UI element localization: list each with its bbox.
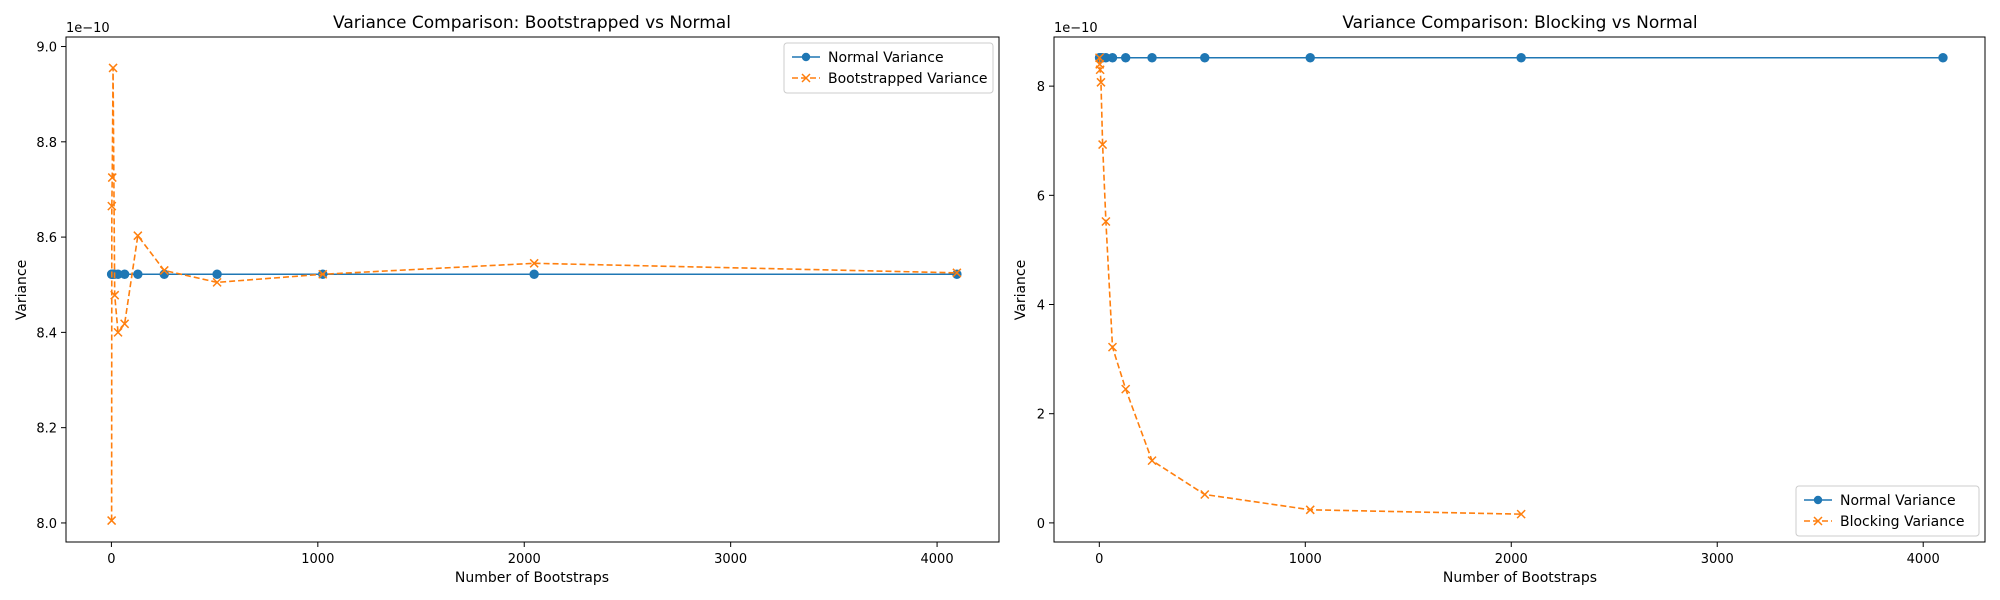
y-tick-label: 8.2 <box>36 422 57 437</box>
data-point <box>1305 53 1315 63</box>
data-point <box>1147 456 1157 466</box>
data-point <box>1095 65 1105 75</box>
legend-box <box>1795 485 1980 537</box>
legend-label: Bootstrapped Variance <box>828 71 988 87</box>
data-point <box>529 258 539 268</box>
data-point <box>1516 509 1526 519</box>
data-point <box>1200 53 1210 63</box>
data-point <box>1305 505 1315 515</box>
data-point <box>952 269 962 279</box>
x-tick-label: 2000 <box>508 552 541 567</box>
data-point <box>119 269 130 279</box>
chart-right-frame <box>1053 36 1986 543</box>
data-point <box>107 516 117 526</box>
x-tick-label: 0 <box>107 552 115 567</box>
y-tick-label: 8 <box>1037 80 1045 95</box>
chart-left-axes: 0 1000 2000 3000 4000 8.0 8.2 8.4 8.6 8.8 9.0 <box>36 36 1000 567</box>
data-point <box>1200 489 1210 500</box>
data-point <box>529 269 539 279</box>
legend-entry: Normal Variance <box>792 50 944 66</box>
y-tick-label: 8.0 <box>36 517 57 532</box>
chart-right-axes: 0 1000 2000 3000 4000 0 2 4 6 8 <box>1037 36 1986 567</box>
y-tick-label: 8.4 <box>36 326 57 341</box>
y-tick-label: 9.0 <box>36 41 57 56</box>
chart-left: Variance Comparison: Bootstrapped vs Nor… <box>14 13 1000 586</box>
data-point <box>107 173 117 183</box>
legend-box <box>783 42 994 94</box>
data-point <box>1096 77 1106 87</box>
data-point <box>133 231 143 241</box>
legend-label: Blocking Variance <box>1840 514 1964 530</box>
data-point <box>159 265 169 275</box>
data-point <box>1120 53 1131 63</box>
x-tick-label: 0 <box>1095 552 1103 567</box>
data-point <box>1101 216 1111 227</box>
x-tick-label: 1000 <box>1289 552 1322 567</box>
data-point <box>113 327 123 337</box>
legend-label: Normal Variance <box>1840 493 1956 509</box>
data-point <box>1121 384 1131 394</box>
data-point <box>1107 53 1118 63</box>
data-point <box>133 269 143 279</box>
chart-left-frame <box>65 36 1000 543</box>
data-point <box>952 268 962 278</box>
x-tick-label: 3000 <box>714 552 747 567</box>
legend-entry: Normal Variance <box>1804 493 1956 509</box>
data-point <box>1147 53 1157 63</box>
y-tick-label: 0 <box>1037 517 1045 532</box>
data-point <box>120 319 130 329</box>
data-point <box>318 269 328 279</box>
data-point <box>108 63 118 73</box>
x-tick-label: 3000 <box>1701 552 1734 567</box>
data-point <box>110 290 120 300</box>
chart-left-xlabel: Number of Bootstraps <box>455 570 609 586</box>
y-tick-label: 2 <box>1037 408 1045 423</box>
data-point <box>1938 53 1948 63</box>
chart-right-xlabel: Number of Bootstraps <box>1443 570 1597 586</box>
chart-right-ylabel: Variance <box>1013 260 1029 320</box>
x-tick-label: 2000 <box>1495 552 1528 567</box>
y-tick-label: 8.8 <box>36 136 57 151</box>
data-point <box>107 201 117 211</box>
chart-right-plot-area <box>1094 53 1948 519</box>
y-tick-label: 4 <box>1037 299 1045 314</box>
chart-left-ylabel: Variance <box>14 260 30 320</box>
x-tick-label: 4000 <box>1907 552 1940 567</box>
data-point <box>1107 342 1118 352</box>
x-tick-label: 4000 <box>921 552 954 567</box>
legend-entry: Bootstrapped Variance <box>792 71 988 87</box>
chart-right-offset-text: 1e−10 <box>1054 21 1098 36</box>
chart-left-legend: Normal Variance Bootstrapped Variance <box>783 42 994 94</box>
data-point <box>1516 53 1526 63</box>
data-point <box>212 269 222 279</box>
y-tick-label: 6 <box>1037 189 1045 204</box>
chart-right: Variance Comparison: Blocking vs Normal … <box>1013 13 1986 586</box>
legend-entry: Blocking Variance <box>1804 514 1964 530</box>
chart-right-legend: Normal Variance Blocking Variance <box>1795 485 1980 537</box>
legend-label: Normal Variance <box>828 50 944 66</box>
chart-left-title: Variance Comparison: Bootstrapped vs Nor… <box>333 13 731 33</box>
chart-left-plot-area <box>106 63 962 526</box>
chart-right-title: Variance Comparison: Blocking vs Normal <box>1342 13 1697 33</box>
data-point <box>1098 140 1108 150</box>
y-tick-label: 8.6 <box>36 231 57 246</box>
chart-left-offset-text: 1e−10 <box>66 21 110 36</box>
data-point <box>212 277 222 287</box>
x-tick-label: 1000 <box>301 552 334 567</box>
